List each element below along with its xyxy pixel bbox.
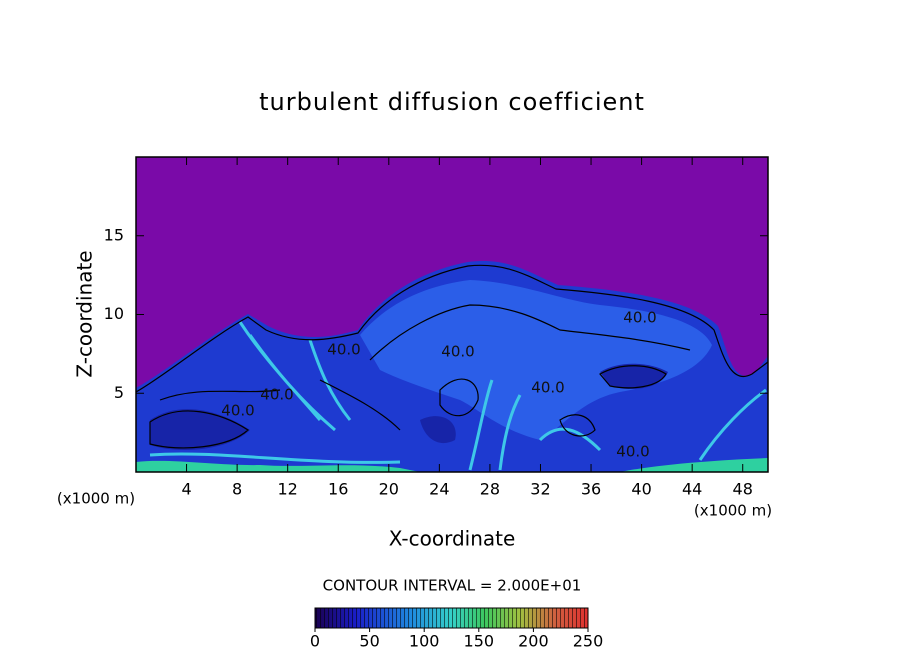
contour-label: 40.0 <box>531 379 564 397</box>
colorbar-tick-label: 200 <box>518 632 549 651</box>
x-tick-label: 12 <box>278 480 298 499</box>
contour-interval: CONTOUR INTERVAL = 2.000E+01 <box>323 577 582 595</box>
field-region <box>149 321 767 471</box>
x-tick-label: 48 <box>733 480 753 499</box>
colorbar-frame <box>314 607 589 629</box>
contour-label: 40.0 <box>221 402 254 420</box>
field-region <box>360 280 712 440</box>
x-axis-label: X-coordinate <box>389 527 516 551</box>
x-tick-label: 36 <box>581 480 601 499</box>
contour-label: 40.0 <box>441 343 474 361</box>
y-tick-label: 10 <box>104 304 124 323</box>
x-tick-label: 28 <box>480 480 500 499</box>
x-tick-label: 32 <box>530 480 550 499</box>
x-tick-label: 24 <box>429 480 449 499</box>
contour-line <box>136 264 768 449</box>
colorbar-tick-label: 150 <box>464 632 495 651</box>
x-tick-label: 16 <box>328 480 348 499</box>
field-region <box>150 363 668 450</box>
x-tick-label: 20 <box>379 480 399 499</box>
field <box>136 157 768 472</box>
x-tick-label: 8 <box>232 480 242 499</box>
y-tick-label: 5 <box>114 383 124 402</box>
contour-label: 40.0 <box>616 443 649 461</box>
x-unit-label: (x1000 m) <box>57 490 135 508</box>
colorbar-tick-label: 50 <box>359 632 379 651</box>
contour-labels: 40.0 40.0 40.0 40.0 40.0 40.0 40.0 <box>221 309 656 461</box>
x-unit-label: (x1000 m) <box>694 502 772 520</box>
y-axis-label: Z-coordinate <box>73 250 97 377</box>
colorbar-stripes <box>315 608 588 628</box>
contour-label: 40.0 <box>327 341 360 359</box>
y-tick-label: 15 <box>104 225 124 244</box>
x-tick-label: 44 <box>682 480 702 499</box>
colorbar-tick-label: 0 <box>310 632 320 651</box>
colorbar-tick-label: 250 <box>573 632 604 651</box>
x-tick-label: 4 <box>181 480 191 499</box>
contour-label: 40.0 <box>623 309 656 327</box>
colorbar-tick-label: 100 <box>409 632 440 651</box>
chart-title: turbulent diffusion coefficient <box>259 88 645 116</box>
x-tick-label: 40 <box>631 480 651 499</box>
field-region <box>136 458 768 472</box>
contour-label: 40.0 <box>260 386 293 404</box>
